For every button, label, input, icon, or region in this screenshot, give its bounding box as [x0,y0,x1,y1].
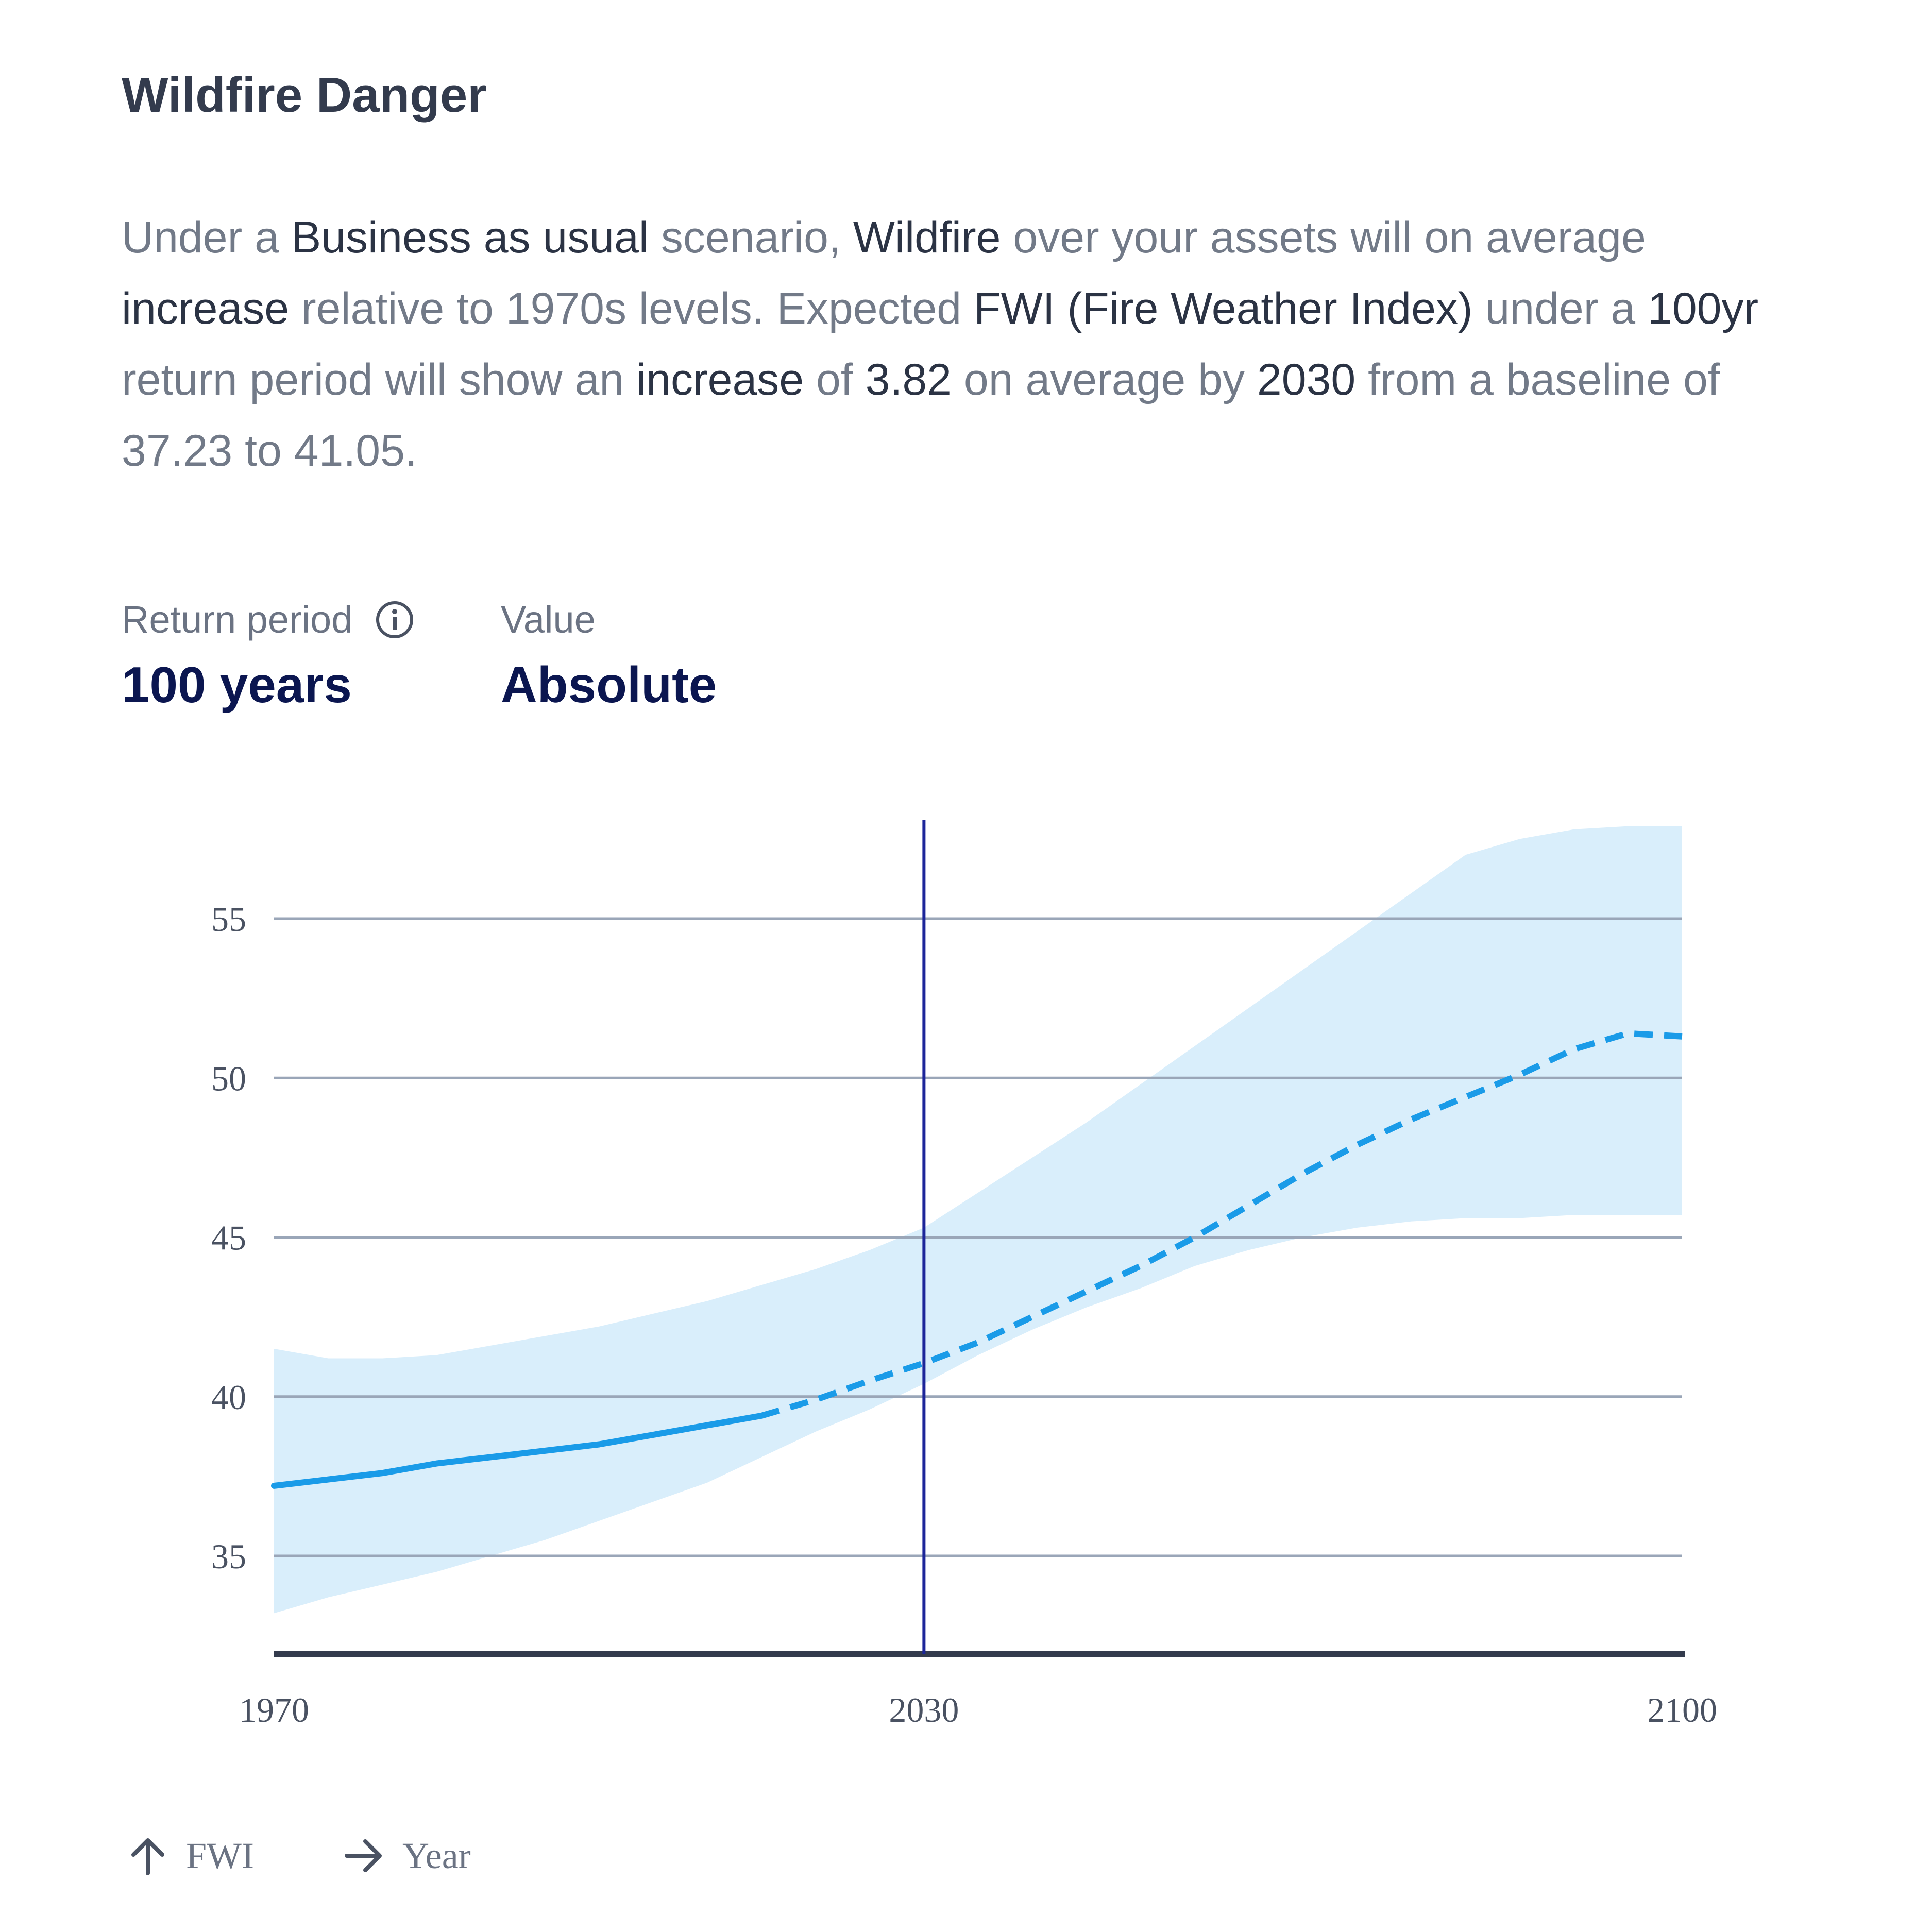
summary-text-part: over your assets will on average [1001,213,1646,262]
y-tick-label: 50 [211,1059,246,1098]
return-period-label-row: Return period [122,598,414,641]
trend-direction-2: increase [636,355,804,404]
confidence-band [274,826,1682,1614]
summary-text-part: return period will show an [122,355,637,404]
value-mode-control[interactable]: Value Absolute [501,598,717,714]
y-tick-label: 40 [211,1378,246,1417]
value-mode-label: Value [501,598,596,641]
summary-text: Under a Business as usual scenario, Wild… [122,202,1822,486]
y-tick-label: 55 [211,900,246,939]
y-axis-label: FWI [186,1835,254,1876]
summary-text-part: of [804,355,866,404]
summary-text-part: to [232,426,294,476]
arrow-right-icon [345,1839,382,1872]
return-period-control[interactable]: Return period 100 years [122,598,414,714]
historical-series-line [271,1412,765,1489]
metric-name: FWI (Fire Weather Index) [974,284,1473,333]
summary-text-part: under a [1472,284,1648,333]
return-period-text: 100yr [1648,284,1759,333]
summary-text-part: relative to 1970s levels. Expected [289,284,974,333]
change-value: 3.82 [865,355,952,404]
scenario-name: Business as usual [291,213,649,262]
x-tick-label: 1970 [239,1690,309,1730]
trend-direction: increase [122,284,290,333]
arrow-up-icon [131,1838,164,1875]
fwi-chart: 35 40 45 50 55 1970 2030 2100 [211,820,1717,1730]
summary-text-part: . [404,426,417,476]
projection-series-line [760,1030,1683,1419]
page-title: Wildfire Danger [122,67,487,123]
baseline-value: 37.23 [122,426,233,476]
x-axis-label: Year [402,1835,471,1876]
summary-text-part: from a baseline of [1355,355,1720,404]
hazard-name: Wildfire [853,213,1001,262]
summary-text-part: on average by [952,355,1257,404]
projected-value: 41.05 [294,426,405,476]
return-period-label: Return period [122,598,353,641]
return-period-value[interactable]: 100 years [122,656,352,713]
summary-text-part: Under a [122,213,292,262]
summary-text-part: scenario, [649,213,853,262]
y-tick-label: 45 [211,1218,246,1258]
x-axis-legend: Year [343,1834,471,1877]
x-tick-label: 2030 [889,1690,959,1730]
value-mode-value[interactable]: Absolute [501,656,717,713]
value-mode-label-row: Value [501,598,717,641]
y-axis-legend: FWI [126,1834,254,1877]
info-icon[interactable] [375,600,414,639]
x-tick-label: 2100 [1647,1690,1717,1730]
y-tick-label: 35 [211,1537,246,1576]
target-year: 2030 [1257,355,1356,404]
